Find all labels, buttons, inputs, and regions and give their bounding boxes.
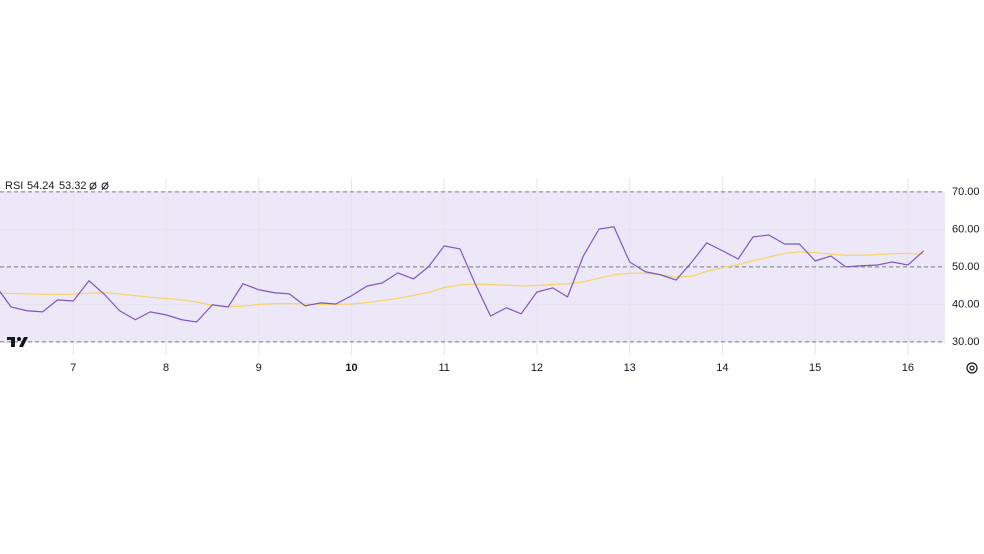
ma-value: 53.32 [59, 180, 87, 192]
x-tick-label: 15 [809, 362, 821, 374]
y-tick-label: 70.00 [952, 186, 980, 198]
y-tick-label: 50.00 [952, 261, 980, 273]
y-tick-label: 60.00 [952, 223, 980, 235]
x-tick-label: 9 [256, 362, 262, 374]
hidden-icons[interactable] [89, 181, 109, 191]
x-tick-label: 7 [70, 362, 76, 374]
x-tick-label: 10 [345, 362, 357, 374]
x-tick-label: 11 [439, 362, 450, 374]
settings-icon[interactable] [966, 362, 978, 374]
x-tick-label: 14 [716, 362, 728, 374]
series-line [0, 226, 925, 323]
y-tick-label: 30.00 [952, 336, 980, 348]
tradingview-logo[interactable] [7, 337, 28, 347]
x-tick-label: 13 [624, 362, 636, 374]
series-line [0, 251, 924, 308]
x-tick-label: 16 [902, 362, 914, 374]
indicator-value: 54.24 [27, 180, 55, 192]
x-tick-label: 12 [531, 362, 543, 374]
y-tick-label: 40.00 [952, 298, 980, 310]
indicator-name: RSI [5, 180, 23, 192]
plot-area [0, 178, 945, 355]
x-tick-label: 8 [163, 362, 169, 374]
